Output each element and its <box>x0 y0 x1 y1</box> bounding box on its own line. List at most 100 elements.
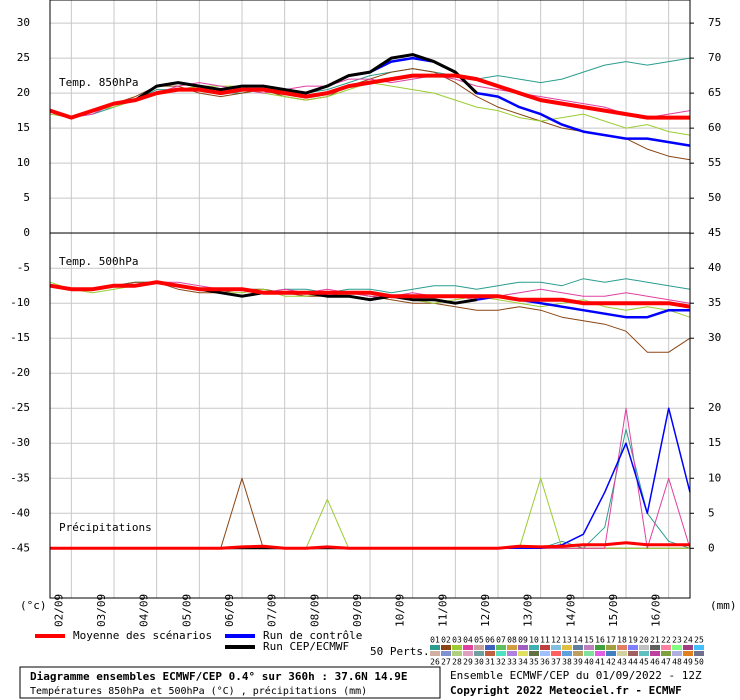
perturbation-swatch <box>694 645 704 650</box>
perturbation-code: 11 <box>540 636 550 645</box>
y2-tick-label: 10 <box>708 471 721 484</box>
perturbation-swatch <box>441 645 451 650</box>
y-tick-label: 20 <box>17 86 30 99</box>
perturbation-code: 49 <box>683 658 693 667</box>
perturbation-swatch <box>573 651 583 656</box>
x-tick-label: 10/09 <box>394 594 407 627</box>
perturbation-swatch <box>474 651 484 656</box>
perturbation-code: 35 <box>529 658 539 667</box>
perturbation-code: 27 <box>441 658 451 667</box>
y-tick-label: 10 <box>17 156 30 169</box>
series-line <box>49 73 690 120</box>
x-tick-label: 09/09 <box>351 594 364 627</box>
y2-unit: (mm) <box>710 599 737 612</box>
y-tick-label: -5 <box>17 261 30 274</box>
perturbation-code: 28 <box>452 658 462 667</box>
perturbation-swatch <box>507 645 517 650</box>
perturbation-code: 26 <box>430 658 440 667</box>
perturbation-code: 14 <box>573 636 583 645</box>
y-tick-label: 5 <box>23 191 30 204</box>
perturbation-swatch <box>617 651 627 656</box>
perturbation-swatch <box>650 651 660 656</box>
perturbation-swatch <box>441 651 451 656</box>
perturbation-code: 09 <box>518 636 528 645</box>
perturbation-swatch <box>540 651 550 656</box>
perturbation-code: 04 <box>463 636 473 645</box>
y-tick-label: -40 <box>10 506 30 519</box>
perturbation-swatch <box>529 651 539 656</box>
perturbation-code: 29 <box>463 658 473 667</box>
perturbation-swatch <box>617 645 627 650</box>
series-line <box>50 541 690 550</box>
perturbation-code: 01 <box>430 636 440 645</box>
y-tick-label: 30 <box>17 16 30 29</box>
perturbation-code: 48 <box>672 658 682 667</box>
panel-label: Temp. 850hPa <box>59 76 138 89</box>
footer-copyright: Copyright 2022 Meteociel.fr - ECMWF <box>450 684 682 697</box>
perturbation-swatch <box>518 651 528 656</box>
perturbation-code: 45 <box>639 658 649 667</box>
perturbation-swatch <box>430 651 440 656</box>
y-tick-label: -45 <box>10 541 30 554</box>
y2-tick-label: 20 <box>708 401 721 414</box>
perturbation-code: 36 <box>540 658 550 667</box>
perturbation-swatch <box>595 645 605 650</box>
perturbation-swatch <box>650 645 660 650</box>
x-tick-label: 14/09 <box>564 594 577 627</box>
perturbation-code: 15 <box>584 636 594 645</box>
perturbation-code: 06 <box>485 636 495 645</box>
panel-label: Temp. 500hPa <box>59 255 138 268</box>
y-tick-label: -10 <box>10 296 30 309</box>
y-tick-label: -20 <box>10 366 30 379</box>
perturbation-swatch <box>551 645 561 650</box>
perturbation-swatch <box>551 651 561 656</box>
perturbation-code: 02 <box>441 636 451 645</box>
y2-tick-label: 40 <box>708 261 721 274</box>
perturbation-swatch <box>639 645 649 650</box>
x-tick-label: 15/09 <box>607 594 620 627</box>
plot-area <box>49 0 691 598</box>
x-tick-label: 11/09 <box>436 594 449 627</box>
perturbation-swatch <box>452 651 462 656</box>
y2-tick-label: 50 <box>708 191 721 204</box>
perturbation-code: 19 <box>628 636 638 645</box>
perturbation-code: 34 <box>518 658 528 667</box>
perturbation-code: 16 <box>595 636 605 645</box>
series-line <box>49 280 691 309</box>
x-tick-label: 08/09 <box>308 594 321 627</box>
perturbation-code: 03 <box>452 636 462 645</box>
y-unit: (°c) <box>20 599 47 612</box>
y-tick-label: -30 <box>10 436 30 449</box>
perturbation-code: 24 <box>683 636 693 645</box>
y2-tick-label: 35 <box>708 296 721 309</box>
perturbation-swatch <box>463 645 473 650</box>
perturbation-swatch <box>606 651 616 656</box>
perturbation-code: 50 <box>694 658 704 667</box>
perturbation-swatch <box>430 645 440 650</box>
perturbation-code: 10 <box>529 636 539 645</box>
perturbation-code: 18 <box>617 636 627 645</box>
perturbation-swatch <box>562 645 572 650</box>
y2-tick-label: 45 <box>708 226 721 239</box>
perturbation-swatch <box>606 645 616 650</box>
perturbation-swatch <box>694 651 704 656</box>
perturbation-swatch <box>540 645 550 650</box>
perturbation-swatch <box>584 645 594 650</box>
y-tick-label: -25 <box>10 401 30 414</box>
y2-tick-label: 75 <box>708 16 721 29</box>
perturbation-swatch <box>518 645 528 650</box>
perturbation-code: 32 <box>496 658 506 667</box>
x-tick-label: 03/09 <box>95 594 108 627</box>
y2-tick-label: 55 <box>708 156 721 169</box>
perturbation-swatch <box>474 645 484 650</box>
perturbation-label: 50 Perts. <box>370 645 430 658</box>
perturbation-swatch <box>507 651 517 656</box>
perturbation-swatch <box>485 645 495 650</box>
legend-label: Run de contrôle <box>263 629 362 642</box>
perturbation-code: 25 <box>694 636 704 645</box>
perturbation-code: 17 <box>606 636 616 645</box>
x-tick-label: 07/09 <box>266 594 279 627</box>
y-tick-label: 25 <box>17 51 30 64</box>
perturbation-code: 38 <box>562 658 572 667</box>
